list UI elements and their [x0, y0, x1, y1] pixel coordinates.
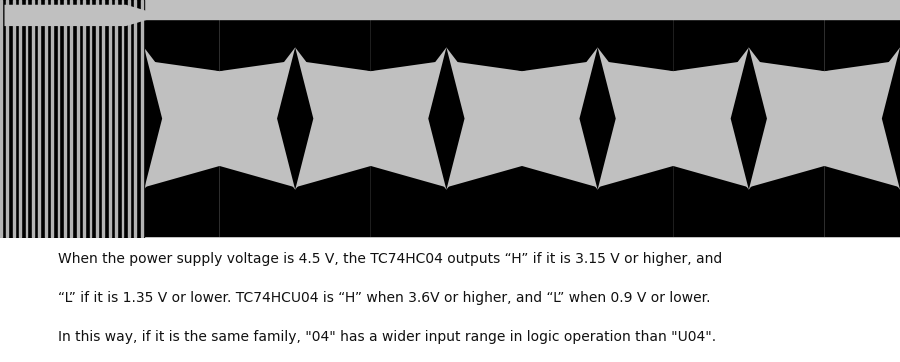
Polygon shape — [673, 0, 824, 71]
Polygon shape — [882, 166, 900, 190]
Polygon shape — [731, 47, 767, 190]
Polygon shape — [673, 0, 824, 71]
Polygon shape — [731, 47, 767, 71]
Polygon shape — [144, 0, 220, 71]
Polygon shape — [277, 47, 313, 190]
Polygon shape — [144, 0, 220, 71]
Polygon shape — [428, 166, 464, 190]
Polygon shape — [522, 0, 673, 71]
Polygon shape — [126, 166, 162, 190]
Polygon shape — [126, 47, 162, 71]
Polygon shape — [428, 47, 464, 71]
Polygon shape — [580, 47, 616, 71]
Polygon shape — [277, 47, 313, 71]
Polygon shape — [824, 0, 900, 71]
Polygon shape — [522, 166, 673, 237]
Polygon shape — [220, 0, 371, 71]
Polygon shape — [882, 47, 900, 190]
Polygon shape — [428, 47, 464, 190]
Polygon shape — [371, 166, 522, 237]
Polygon shape — [580, 47, 616, 190]
Polygon shape — [4, 5, 162, 26]
Polygon shape — [144, 166, 220, 237]
Text: When the power supply voltage is 4.5 V, the TC74HC04 outputs “H” if it is 3.15 V: When the power supply voltage is 4.5 V, … — [58, 252, 723, 266]
Polygon shape — [580, 166, 616, 190]
Text: “L” if it is 1.35 V or lower. TC74HCU04 is “H” when 3.6V or higher, and “L” when: “L” if it is 1.35 V or lower. TC74HCU04 … — [58, 291, 711, 305]
Polygon shape — [824, 166, 900, 237]
Polygon shape — [522, 0, 673, 71]
Polygon shape — [882, 47, 900, 71]
Polygon shape — [673, 166, 824, 237]
Text: In this way, if it is the same family, "04" has a wider input range in logic ope: In this way, if it is the same family, "… — [58, 329, 716, 344]
Polygon shape — [277, 166, 313, 190]
Polygon shape — [371, 0, 522, 71]
Polygon shape — [220, 0, 371, 71]
Polygon shape — [220, 166, 371, 237]
Polygon shape — [824, 0, 900, 71]
Polygon shape — [731, 166, 767, 190]
Polygon shape — [371, 0, 522, 71]
Polygon shape — [126, 47, 162, 190]
